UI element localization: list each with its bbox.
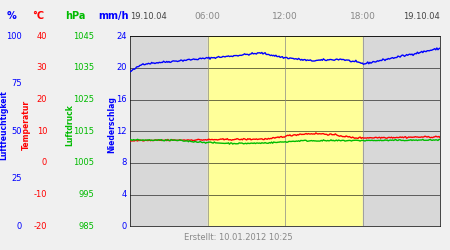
Text: 20: 20: [37, 95, 47, 104]
Text: 0: 0: [42, 158, 47, 168]
Text: 75: 75: [11, 79, 22, 88]
Text: 16: 16: [116, 95, 127, 104]
Text: Luftdruck: Luftdruck: [65, 104, 74, 146]
Text: mm/h: mm/h: [98, 11, 129, 21]
Text: -20: -20: [34, 222, 47, 231]
Text: 1045: 1045: [73, 32, 94, 41]
Text: 1035: 1035: [73, 64, 94, 72]
Text: °C: °C: [32, 11, 45, 21]
Text: 50: 50: [11, 127, 22, 136]
Text: 25: 25: [11, 174, 22, 183]
Text: 18:00: 18:00: [350, 12, 375, 21]
Text: 0: 0: [16, 222, 22, 231]
Text: -10: -10: [34, 190, 47, 199]
Text: 20: 20: [117, 64, 127, 72]
Text: %: %: [7, 11, 17, 21]
Text: 985: 985: [79, 222, 94, 231]
Bar: [130, 36, 207, 226]
Bar: [207, 36, 363, 226]
Text: 1025: 1025: [73, 95, 94, 104]
Text: hPa: hPa: [65, 11, 86, 21]
Text: 0: 0: [122, 222, 127, 231]
Text: 12:00: 12:00: [272, 12, 298, 21]
Text: 19.10.04: 19.10.04: [403, 12, 440, 21]
Text: Luftfeuchtigkeit: Luftfeuchtigkeit: [0, 90, 8, 160]
Text: 12: 12: [117, 127, 127, 136]
Text: 1015: 1015: [73, 127, 94, 136]
Text: Niederschlag: Niederschlag: [107, 96, 116, 154]
Text: 40: 40: [37, 32, 47, 41]
Text: 30: 30: [36, 64, 47, 72]
Text: 24: 24: [117, 32, 127, 41]
Text: Erstellt: 10.01.2012 10:25: Erstellt: 10.01.2012 10:25: [184, 234, 293, 242]
Text: 995: 995: [79, 190, 94, 199]
Text: 06:00: 06:00: [194, 12, 220, 21]
Bar: [363, 36, 440, 226]
Text: Temperatur: Temperatur: [22, 100, 31, 150]
Text: 8: 8: [122, 158, 127, 168]
Text: 1005: 1005: [73, 158, 94, 168]
Text: 100: 100: [6, 32, 22, 41]
Text: 10: 10: [37, 127, 47, 136]
Text: 19.10.04: 19.10.04: [130, 12, 167, 21]
Text: 4: 4: [122, 190, 127, 199]
